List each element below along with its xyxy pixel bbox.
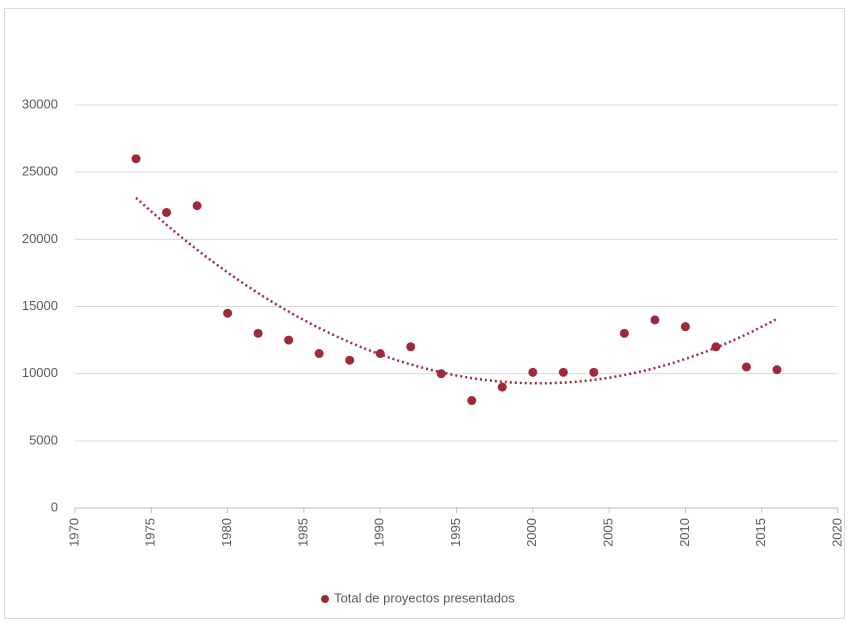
- legend-label: Total de proyectos presentados: [334, 590, 515, 605]
- x-tick-label: 2000: [524, 518, 539, 547]
- data-point: [192, 201, 202, 211]
- data-point: [406, 342, 416, 352]
- trendline: [135, 196, 778, 385]
- data-point: [528, 367, 538, 377]
- x-tick-label: 2020: [829, 518, 844, 547]
- data-point: [131, 154, 141, 164]
- y-tick-label: 20000: [22, 231, 58, 246]
- chart-border: [4, 8, 845, 619]
- data-point: [284, 335, 294, 345]
- y-tick-label: 10000: [22, 365, 58, 380]
- y-tick-label: 25000: [22, 164, 58, 179]
- x-tick-label: 1975: [143, 518, 158, 547]
- data-point: [497, 382, 507, 392]
- x-tick-label: 2010: [677, 518, 692, 547]
- data-point: [314, 349, 324, 359]
- data-point: [558, 367, 568, 377]
- x-tick-label: 1970: [66, 518, 81, 547]
- data-point: [772, 365, 782, 375]
- y-tick-label: 0: [51, 499, 58, 514]
- x-tick-label: 2015: [753, 518, 768, 547]
- data-point: [619, 328, 629, 338]
- data-point: [711, 342, 721, 352]
- data-point: [345, 355, 355, 365]
- x-tick-label: 1980: [219, 518, 234, 547]
- x-tick-label: 1990: [372, 518, 387, 547]
- data-point: [680, 322, 690, 332]
- x-tick-label: 1995: [448, 518, 463, 547]
- data-point: [253, 328, 263, 338]
- data-point: [223, 308, 233, 318]
- data-point: [650, 315, 660, 325]
- data-point: [589, 367, 599, 377]
- data-point: [467, 396, 477, 406]
- y-tick-label: 30000: [22, 96, 58, 111]
- data-point: [741, 362, 751, 372]
- data-point: [162, 207, 172, 217]
- x-tick-label: 2005: [601, 518, 616, 547]
- legend-marker: [321, 595, 329, 603]
- x-tick-label: 1985: [295, 518, 310, 547]
- y-tick-label: 5000: [29, 432, 58, 447]
- data-point: [375, 349, 385, 359]
- y-tick-label: 15000: [22, 298, 58, 313]
- data-point: [436, 369, 446, 379]
